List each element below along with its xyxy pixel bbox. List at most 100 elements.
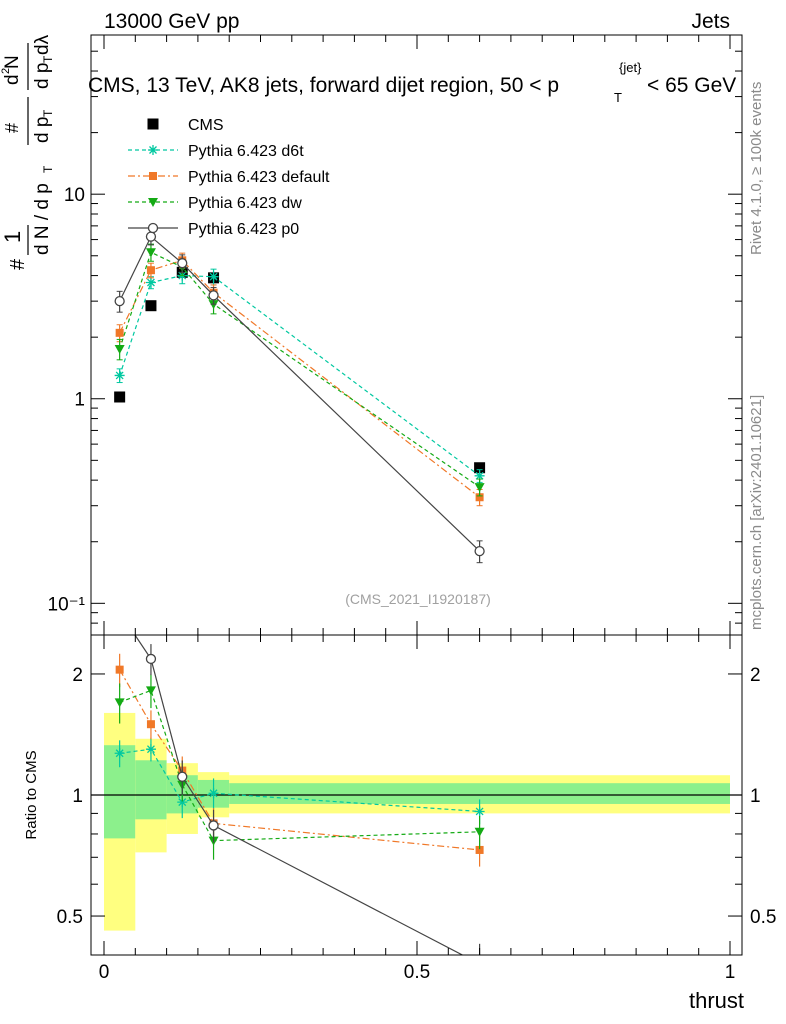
- data-point: [146, 266, 155, 275]
- ratio-point: [146, 720, 155, 729]
- ratio-point: [177, 797, 188, 808]
- data-point: [475, 493, 484, 502]
- x-tick-label: 1: [725, 962, 736, 983]
- analysis-id: (CMS_2021_I1920187): [345, 591, 491, 607]
- chart-title-sup: {jet}: [619, 60, 642, 75]
- ratio-line: [119, 689, 480, 842]
- series-line: [119, 274, 480, 477]
- chart-title: CMS, 13 TeV, AK8 jets, forward dijet reg…: [88, 74, 559, 97]
- legend-marker: [147, 118, 159, 130]
- svg-text:d p: d p: [32, 117, 53, 143]
- legend-marker: [147, 222, 159, 234]
- series-3: [114, 243, 485, 497]
- series-line: [119, 235, 481, 552]
- data-point: [115, 328, 124, 337]
- y-tick-label-ratio: 2: [72, 665, 83, 686]
- header-left: 13000 GeV pp: [104, 10, 239, 33]
- chart-title-end: < 65 GeV: [647, 74, 736, 97]
- legend-marker: [148, 145, 158, 155]
- data-point: [474, 545, 485, 557]
- ratio-point: [475, 845, 484, 854]
- header-right: Jets: [691, 10, 730, 33]
- svg-text:d N / d p: d N / d p: [32, 183, 53, 255]
- svg-text:dλ: dλ: [32, 34, 53, 55]
- main-tick-marks: 10⁻¹ 1 10: [48, 34, 742, 636]
- band-green: [229, 783, 730, 804]
- svg-text:T: T: [41, 109, 55, 117]
- svg-text:1: 1: [0, 231, 25, 243]
- data-point: [474, 483, 485, 493]
- ratio-point: [208, 788, 219, 799]
- ratio-point: [208, 820, 219, 831]
- y-tick-label-ratio-right: 1: [750, 786, 761, 807]
- data-point: [145, 231, 157, 242]
- svg-text:T: T: [41, 165, 55, 173]
- series-4: [114, 228, 485, 564]
- main-series: [114, 228, 486, 564]
- ratio-point: [145, 744, 156, 755]
- data-point: [145, 248, 156, 258]
- y-tick-label-main: 1: [74, 390, 85, 411]
- data-point: [114, 345, 125, 355]
- y-tick-label-ratio: 0.5: [57, 907, 83, 928]
- ratio-frame: [90, 634, 743, 956]
- y-tick-label-ratio: 1: [72, 786, 83, 807]
- ratio-point: [474, 806, 485, 817]
- ratio-point: [145, 686, 156, 696]
- mcplots-label: mcplots.cern.ch [arXiv:2401.10621]: [748, 395, 765, 630]
- ratio-point: [114, 748, 125, 759]
- rivet-label: Rivet 4.1.0, ≥ 100k events: [748, 82, 765, 255]
- ratio-point: [145, 653, 157, 665]
- legend-label: Pythia 6.423 dw: [188, 195, 302, 212]
- band-green: [135, 760, 167, 820]
- series-0: [114, 266, 486, 474]
- data-point: [208, 290, 219, 301]
- x-axis-label: thrust: [689, 988, 744, 1013]
- svg-text:d p: d p: [32, 63, 53, 89]
- ratio-point: [475, 959, 484, 968]
- ratio-point: [177, 771, 188, 782]
- svg-text:#: #: [7, 258, 29, 270]
- series-2: [115, 252, 484, 507]
- legend-label: CMS: [188, 117, 224, 134]
- data-point: [114, 295, 125, 307]
- y-tick-label-main: 10⁻¹: [48, 594, 86, 615]
- y-axis-label-ratio: Ratio to CMS: [23, 750, 40, 839]
- svg-text:T: T: [41, 55, 55, 63]
- legend-label: Pythia 6.423 p0: [188, 221, 299, 238]
- data-point: [114, 391, 126, 403]
- legend-label: Pythia 6.423 d6t: [188, 143, 304, 160]
- data-point: [208, 271, 219, 282]
- data-point: [145, 277, 156, 288]
- ratio-plot: 0.5 0.5 1 1 2 2: [57, 634, 776, 968]
- data-point: [145, 300, 157, 312]
- ratio-series-4: [134, 635, 484, 968]
- svg-text:#: #: [2, 123, 22, 133]
- svg-text:d: d: [2, 74, 23, 85]
- data-point: [474, 470, 485, 481]
- y-axis-label-main: # 1 d N / d p T # d p T d 2 N d p T dλ: [0, 34, 55, 270]
- data-point: [114, 370, 125, 381]
- x-tick-labels: 0 0.5 1: [99, 962, 736, 983]
- ratio-line: [119, 669, 480, 851]
- legend: CMS Pythia 6.423 d6t Pythia 6.423 default P…: [128, 117, 330, 238]
- svg-text:2: 2: [0, 68, 12, 74]
- chart-title-sub: T: [614, 90, 622, 105]
- legend-marker: [148, 198, 158, 207]
- y-tick-label-ratio-right: 2: [750, 665, 761, 686]
- ratio-series-2: [115, 653, 484, 867]
- legend-marker: [149, 172, 157, 180]
- data-point: [177, 258, 188, 269]
- series-line: [119, 251, 480, 488]
- ratio-point: [474, 827, 485, 837]
- legend-label: Pythia 6.423 default: [188, 169, 330, 186]
- ratio-point: [115, 665, 124, 674]
- ratio-series: [114, 635, 485, 968]
- svg-text:N: N: [2, 55, 23, 69]
- ratio-point: [114, 698, 125, 708]
- ratio-uncertainty-bands: [91, 712, 742, 931]
- y-tick-label-main: 10: [64, 185, 85, 206]
- main-plot: 10⁻¹ 1 10 CMS, 13 TeV, AK8 jets, forward d…: [48, 34, 743, 636]
- x-tick-label: 0.5: [404, 962, 430, 983]
